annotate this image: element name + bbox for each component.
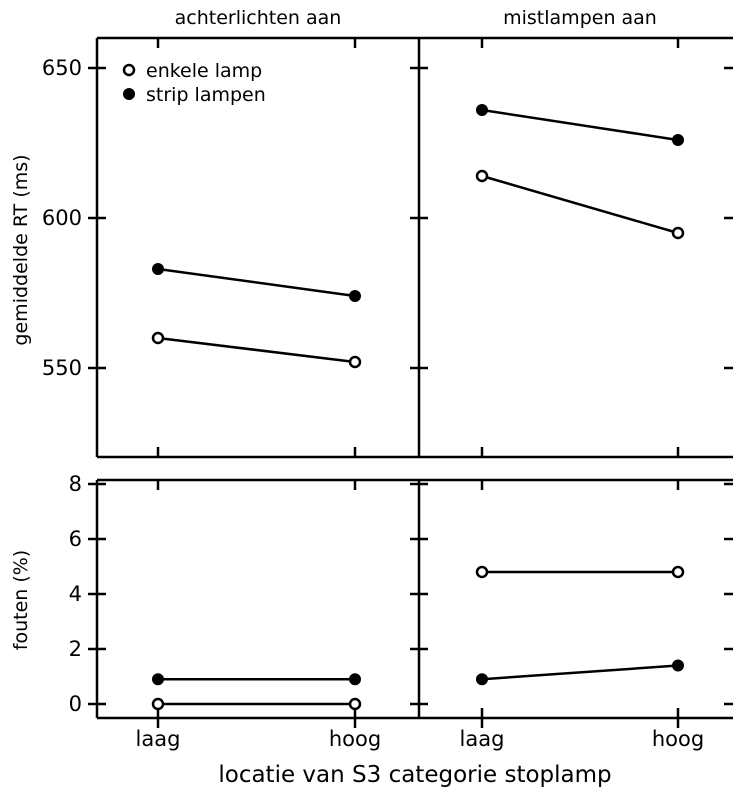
y-axis-title-rt: gemiddelde RT (ms) (10, 154, 32, 345)
point-err-left-enkele-0 (151, 697, 165, 711)
plot-frames (95, 36, 733, 720)
series-layer (151, 104, 685, 711)
x-tick-label-right-1: hoog (652, 727, 704, 751)
y-axis-title-errors: fouten (%) (10, 550, 32, 650)
point-err-right-strip-1 (672, 659, 684, 672)
legend-label-open: enkele lamp (146, 60, 262, 82)
series-line-rt-right-enkele (481, 174, 679, 235)
point-rt-left-strip-1 (349, 290, 361, 302)
x-axis-title: locatie van S3 categorie stoplamp (218, 762, 611, 788)
series-line-rt-left-strip (157, 267, 356, 298)
point-rt-left-enkele-0 (151, 331, 165, 345)
series-line-rt-right-strip (481, 108, 679, 142)
legend-label-filled: strip lampen (146, 84, 266, 106)
y-tick-label-err-2: 2 (69, 637, 82, 661)
y-tick-label-err-0: 0 (69, 692, 82, 716)
point-rt-left-strip-0 (152, 263, 164, 275)
point-rt-right-enkele-1 (671, 226, 685, 240)
point-rt-right-enkele-0 (475, 169, 489, 183)
point-err-left-enkele-1 (348, 697, 362, 711)
point-err-right-strip-0 (476, 673, 488, 686)
point-rt-left-enkele-1 (348, 355, 362, 369)
panel-title-left: achterlichten aan (175, 7, 342, 29)
x-tick-label-left-1: hoog (329, 727, 381, 751)
x-tick-label-left-0: laag (136, 727, 181, 751)
point-err-left-strip-0 (152, 673, 164, 686)
x-tick-label-right-0: laag (460, 727, 505, 751)
series-line-rt-left-enkele (157, 336, 356, 364)
point-err-right-enkele-0 (475, 565, 489, 579)
panel-title-right: mistlampen aan (503, 7, 657, 29)
legend: enkele lamp strip lampen (122, 60, 266, 106)
y-tick-label-err-6: 6 (69, 527, 82, 551)
point-err-right-enkele-1 (671, 565, 685, 579)
series-line-err-right-strip (481, 664, 679, 681)
y-tick-label-rt-650: 650 (42, 56, 82, 80)
y-tick-label-rt-600: 600 (42, 206, 82, 230)
point-rt-right-strip-0 (476, 104, 488, 116)
point-rt-right-strip-1 (672, 134, 684, 146)
ticks-layer: 550 600 650 0 2 4 6 8 laag hoog laag hoog (42, 38, 733, 751)
y-tick-label-err-8: 8 (69, 472, 82, 496)
legend-marker-filled (123, 88, 135, 100)
y-tick-label-rt-550: 550 (42, 356, 82, 380)
point-err-left-strip-1 (349, 673, 361, 686)
y-tick-label-err-4: 4 (69, 582, 82, 606)
legend-marker-open (122, 63, 136, 77)
